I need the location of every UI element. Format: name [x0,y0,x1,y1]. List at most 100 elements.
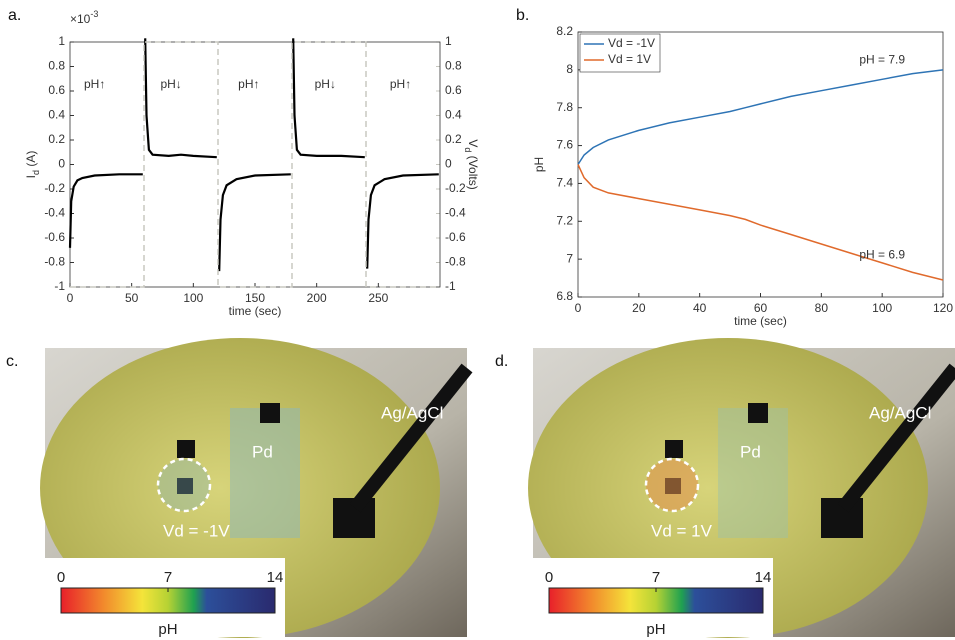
axis-label: Vd (Volts) [463,139,480,189]
subscript: d [463,147,473,152]
y2-tick-label: -1 [445,279,456,293]
series-line [70,41,440,288]
y-tick-label: -0.8 [44,255,65,269]
y-tick-label: 0.2 [48,132,65,146]
electrode-label: Pd [740,442,761,461]
y-tick-label: 1 [58,34,65,48]
annotation: pH = 6.9 [859,248,905,262]
y-tick-label: -0.4 [44,206,65,220]
electrode-label: Pd [252,442,273,461]
panel-label: a. [8,7,21,24]
y2-tick-label: 0.4 [445,108,462,122]
text: I [24,175,38,178]
highlight [644,457,700,513]
x-tick-label: 80 [815,301,829,315]
y2-tick-label: 0.8 [445,59,462,73]
highlight [156,457,212,513]
pad [177,440,195,458]
superscript: -3 [90,9,98,19]
y-tick-label: -0.2 [44,181,65,195]
y2-tick-label: 0.2 [445,132,462,146]
annotation: pH↓ [160,77,181,91]
y-tick-label: 0.4 [48,108,65,122]
y-multiplier: ×10-3 [70,9,98,26]
y-tick-label: 7 [566,251,573,265]
y2-tick-label: -0.6 [445,230,466,244]
text: pH [532,157,546,172]
y-tick-label: -0.6 [44,230,65,244]
colorbar-label: pH [646,621,665,638]
y2-tick-label: -0.8 [445,255,466,269]
x-tick-label: 100 [183,291,203,305]
photo: Pd Ag/AgCl Vd = -1V pH 0 7 14 [40,338,473,638]
y-tick-label: -1 [54,279,65,293]
series-line [577,164,944,281]
text: (A) [24,151,38,170]
annotation: pH↓ [315,77,336,91]
legend-entry: Vd = 1V [608,52,651,66]
colorbar-tick-label: 7 [652,569,660,586]
legend-entry: Vd = -1V [608,36,655,50]
panel-label: b. [516,7,529,24]
x-tick-label: 60 [754,301,768,315]
panel-label: c. [6,353,18,370]
series-line [68,38,439,272]
y-tick-label: 8 [566,62,573,76]
x-tick-label: 0 [67,291,74,305]
y2-tick-label: 1 [445,34,452,48]
y2-tick-label: -0.2 [445,181,466,195]
y2-tick-label: 0.6 [445,83,462,97]
chart: b. 0 20 40 60 80 100 120 6.8 7 7.2 7.4 7.6 7.8 8 8.2 tim… [516,7,953,328]
x-tick-label: 150 [245,291,265,305]
text: V [466,139,480,147]
y-tick-label: 0 [58,157,65,171]
axis-label: pH [532,157,546,172]
colorbar-tick-label: 14 [755,569,772,586]
pad [177,478,193,494]
colorbar [60,587,276,614]
y2-tick-label: 0 [445,157,452,171]
voltage-label: Vd = -1V [163,521,230,540]
colorbar-label: pH [158,621,177,638]
pad [260,403,280,423]
colorbar-tick-label: 0 [57,569,65,586]
x-tick-label: 40 [693,301,707,315]
legend-box [579,33,661,73]
blue-region [230,408,300,538]
x-tick-label: 50 [125,291,139,305]
x-tick-label: 200 [307,291,327,305]
probe [349,363,473,513]
x-tick-label: 250 [368,291,388,305]
probe [837,363,955,513]
pad [665,440,683,458]
text: ×10 [70,12,91,26]
y-tick-label: 6.8 [556,289,573,303]
x-axis-label: time (sec) [734,314,787,328]
x-tick-label: 20 [632,301,646,315]
subscript: d [31,170,41,175]
panel-label: d. [495,353,508,370]
y-tick-label: 7.2 [556,213,573,227]
annotation: pH↑ [84,77,105,91]
x-tick-label: 100 [872,301,892,315]
colorbar-tick-label: 7 [164,569,172,586]
x-tick-label: 0 [575,301,582,315]
blue-region [718,408,788,538]
charts: a.0 50 100 150 200 250-1-0.8-0.6-0.4-0.200.20… [8,7,953,328]
pad [748,403,768,423]
y-tick-label: 7.8 [556,100,573,114]
voltage-label: Vd = 1V [651,521,713,540]
y-tick-label: 7.6 [556,138,573,152]
series-line [577,69,944,165]
y-tick-label: 0.8 [48,59,65,73]
axis-label: Id (A) [24,151,41,179]
text: (Volts) [466,152,480,189]
y-tick-label: 0.6 [48,83,65,97]
annotation: pH = 7.9 [859,53,905,67]
annotation: pH↑ [238,77,259,91]
x-axis-label: time (sec) [229,304,282,318]
y2-tick-label: -0.4 [445,206,466,220]
chart: a. 0 50 100 150 200 250 -1 -0.8 -0.6 -0.4 -0.2 0 0.2 0… [8,7,480,318]
photo: Pd Ag/AgCl Vd = 1V pH 0 7 14 [528,338,955,638]
